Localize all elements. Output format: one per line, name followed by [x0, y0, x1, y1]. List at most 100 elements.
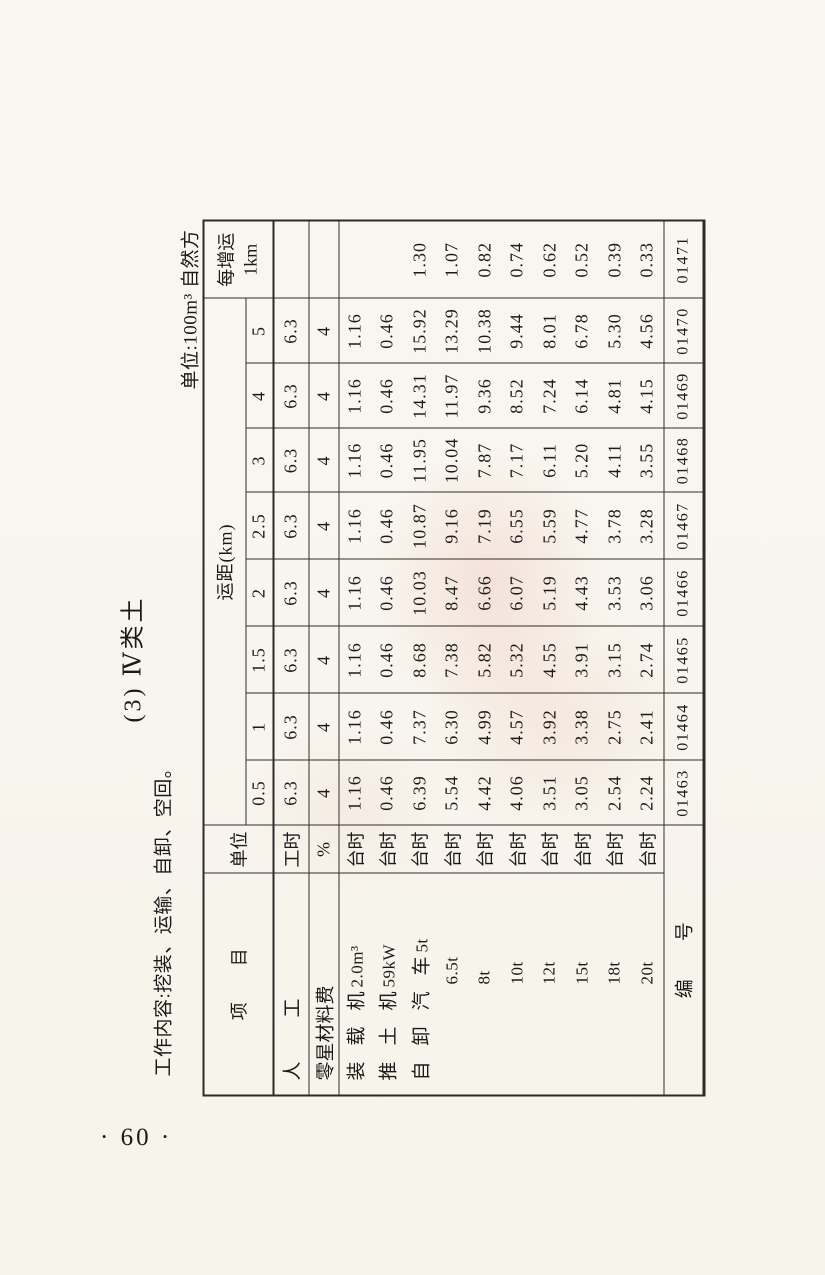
value-cell: 6.66 [468, 559, 501, 627]
value-cell: 0.46 [371, 492, 404, 560]
value-cell: 6.11 [533, 428, 566, 493]
item-name: 推土机 [378, 975, 400, 1081]
table-row-dumptruck-15t: 15t 台时 3.05 3.38 3.91 4.43 4.77 5.20 6.1… [566, 220, 599, 1096]
value-cell: 4 [308, 626, 339, 694]
value-cell: 4.77 [566, 492, 599, 560]
value-cell: 6.55 [501, 492, 534, 560]
item-cell: 8t [468, 873, 501, 1096]
work-content-note: 工作内容:挖装、运输、自卸、空回。 [153, 758, 175, 1077]
code-cell: 01467 [663, 492, 704, 560]
value-cell: 4.81 [598, 363, 631, 429]
value-cell: 7.38 [436, 626, 469, 694]
value-cell: 4 [308, 428, 339, 493]
value-cell: 6.3 [273, 428, 309, 493]
value-cell: 0.46 [371, 693, 404, 761]
distance-header-cell: 0.5 [245, 760, 274, 826]
value-cell: 4.55 [533, 626, 566, 694]
header-item: 项 目 [203, 873, 274, 1096]
item-spec: 59kW [379, 943, 399, 988]
distance-header-cell: 3 [245, 428, 274, 493]
table-row-loader: 装载机2.0m³ 台时 1.16 1.16 1.16 1.16 1.16 1.1… [338, 220, 371, 1096]
extra-value-cell: 1.07 [436, 220, 469, 299]
item-spec: 18t [604, 961, 624, 985]
value-cell: 5.30 [598, 298, 631, 364]
value-cell: 4.15 [631, 363, 664, 429]
unit-cell: 台时 [631, 825, 664, 874]
value-cell: 4 [308, 492, 339, 560]
unit-cell: 台时 [598, 825, 631, 874]
item-cell: 装载机2.0m³ [338, 873, 371, 1096]
value-cell: 1.16 [338, 693, 371, 761]
value-cell: 8.01 [533, 298, 566, 364]
table-row-dumptruck-12t: 12t 台时 3.51 3.92 4.55 5.19 5.59 6.11 7.2… [533, 220, 566, 1096]
item-name: 装载机 [346, 975, 368, 1081]
value-cell: 6.3 [273, 559, 309, 627]
distance-header-cell: 1 [245, 693, 274, 761]
value-cell: 1.16 [338, 298, 371, 364]
value-cell: 9.16 [436, 492, 469, 560]
unit-note: 单位:100m³ 自然方 [180, 229, 202, 390]
code-cell: 01468 [663, 428, 704, 493]
value-cell: 1.16 [338, 760, 371, 826]
value-cell: 6.3 [273, 492, 309, 560]
item-spec: 8t [474, 970, 494, 985]
value-cell: 10.38 [468, 298, 501, 364]
header-distance-group: 运距(km) [203, 298, 246, 826]
item-name: 人工 [282, 954, 304, 1081]
quota-table: 项 目 单位 运距(km) 每增运 1km 0.5 1 1.5 2 2.5 3 … [202, 219, 705, 1097]
value-cell: 2.74 [631, 626, 664, 694]
code-cell: 01464 [663, 693, 704, 761]
item-cell: 20t [631, 873, 664, 1096]
unit-cell: 台时 [371, 825, 404, 874]
value-cell: 4.56 [631, 298, 664, 364]
value-cell: 3.91 [566, 626, 599, 694]
value-cell: 3.55 [631, 428, 664, 493]
value-cell: 15.92 [403, 298, 436, 364]
value-cell: 0.46 [371, 559, 404, 627]
extra-value-cell: 0.82 [468, 220, 501, 299]
value-cell: 2.41 [631, 693, 664, 761]
value-cell: 8.47 [436, 559, 469, 627]
value-cell: 6.3 [273, 298, 309, 364]
unit-cell: 台时 [501, 825, 534, 874]
value-cell: 5.59 [533, 492, 566, 560]
value-cell: 3.53 [598, 559, 631, 627]
value-cell: 4.57 [501, 693, 534, 761]
unit-cell: 台时 [566, 825, 599, 874]
item-spec: 15t [572, 961, 592, 985]
value-cell: 9.36 [468, 363, 501, 429]
value-cell: 3.78 [598, 492, 631, 560]
value-cell: 1.16 [338, 363, 371, 429]
item-cell: 零星材料费 [308, 873, 339, 1096]
value-cell: 5.54 [436, 760, 469, 826]
code-cell: 01469 [663, 363, 704, 429]
value-cell: 4.06 [501, 760, 534, 826]
table-row-sundry: 零星材料费 % 4 4 4 4 4 4 4 4 [308, 220, 339, 1096]
value-cell: 3.38 [566, 693, 599, 761]
rotated-sheet: (3) Ⅳ类土 工作内容:挖装、运输、自卸、空回。 单位:100m³ 自然方 项… [113, 219, 705, 1097]
code-cell: 01470 [663, 298, 704, 364]
header-unit: 单位 [203, 825, 274, 874]
value-cell: 6.78 [566, 298, 599, 364]
value-cell: 4.42 [468, 760, 501, 826]
value-cell: 4 [308, 760, 339, 826]
value-cell: 6.07 [501, 559, 534, 627]
code-cell: 01466 [663, 559, 704, 627]
extra-value-cell: 1.30 [403, 220, 436, 299]
value-cell: 0.46 [371, 760, 404, 826]
unit-cell: 台时 [436, 825, 469, 874]
value-cell: 6.3 [273, 626, 309, 694]
code-cell: 01471 [663, 220, 704, 299]
item-spec: 6.5t [442, 956, 462, 985]
table-row-dumptruck-6.5t: 6.5t 台时 5.54 6.30 7.38 8.47 9.16 10.04 1… [436, 220, 469, 1096]
value-cell: 6.3 [273, 760, 309, 826]
value-cell: 4 [308, 363, 339, 429]
header-extra-line2: 1km [240, 243, 261, 276]
value-cell: 6.30 [436, 693, 469, 761]
value-cell: 4 [308, 559, 339, 627]
item-name: 零星材料费 [315, 985, 336, 1081]
value-cell: 3.51 [533, 760, 566, 826]
value-cell: 8.52 [501, 363, 534, 429]
value-cell: 2.75 [598, 693, 631, 761]
value-cell: 3.05 [566, 760, 599, 826]
